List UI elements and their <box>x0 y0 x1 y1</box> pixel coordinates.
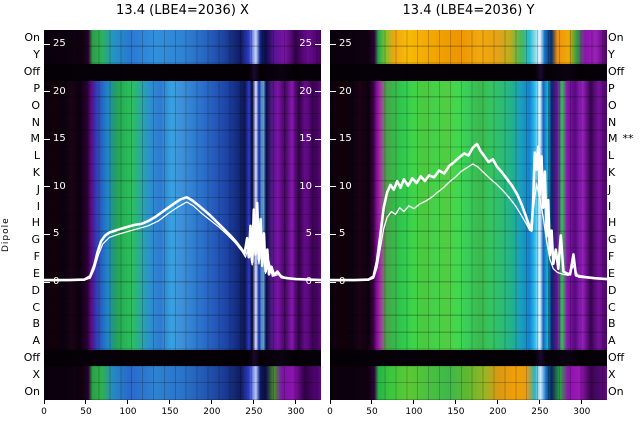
row-label-left-j-9: J <box>36 182 40 196</box>
row-label-right-e-14: E <box>608 266 615 280</box>
row-label-right-i-10: I <box>608 199 612 213</box>
row-label-left-e-14: E <box>33 266 40 280</box>
row-label-left-o-4: O <box>31 98 40 112</box>
white-trace <box>44 201 321 282</box>
row-label-left-off-19: Off <box>23 350 40 364</box>
heatmap-band-off-top <box>44 63 321 81</box>
row-label-left-h-11: H <box>31 216 40 230</box>
row-label-left-on-0: On <box>24 31 40 45</box>
row-label-right-n-5: N <box>608 115 617 129</box>
white-trace-overlay <box>44 196 321 282</box>
heatmap-band-bottom <box>44 366 321 400</box>
x-tick-label: 200 <box>203 407 221 417</box>
row-label-left-b-17: B <box>32 317 40 331</box>
row-label-right-f-13: F <box>608 250 615 264</box>
row-label-right-p-3: P <box>608 81 615 95</box>
right-plot-title: 13.4 (LBE4=2036) Y <box>402 3 535 18</box>
x-tick-mark <box>497 400 499 404</box>
row-label-right-l-7: L <box>608 149 615 163</box>
x-tick-mark <box>127 400 129 404</box>
heatmap-band-main <box>330 80 607 350</box>
x-tick-label: 50 <box>366 407 378 417</box>
row-label-left-g-12: G <box>31 233 40 247</box>
row-label-right-a-18: A <box>608 334 616 348</box>
row-label-left-off-2: Off <box>23 65 40 79</box>
heatmap-band-bottom <box>330 366 607 400</box>
row-label-right-on-21: On <box>608 384 624 398</box>
x-axis-left-panel: 0 50 100 150 200 250 300 <box>41 400 321 424</box>
x-tick-label: 150 <box>447 407 465 417</box>
row-label-right-m-6: M ** <box>608 132 634 146</box>
x-axis-right-panel: 0 50 100 150 200 250 300 <box>327 400 607 424</box>
row-label-left-y-1: Y <box>33 48 40 62</box>
row-label-left-n-5: N <box>31 115 40 129</box>
white-trace-overlay <box>330 142 607 282</box>
row-label-left-f-13: F <box>33 250 40 264</box>
row-label-left-k-8: K <box>32 165 40 179</box>
x-tick-label: 250 <box>531 407 549 417</box>
row-label-right-d-15: D <box>608 283 617 297</box>
row-label-right-x-20: X <box>608 367 616 381</box>
heatmap-band-off-bottom <box>330 349 607 367</box>
row-label-right-off-2: Off <box>608 65 625 79</box>
row-label-right-y-1: Y <box>608 48 615 62</box>
heatmap-panel-y: 25 20 15 10 5 0 <box>330 30 607 400</box>
x-tick-label: 50 <box>80 407 92 417</box>
x-tick-label: 250 <box>245 407 263 417</box>
x-tick-label: 150 <box>161 407 179 417</box>
row-label-right-on-0: On <box>608 31 624 45</box>
row-label-right-o-4: O <box>608 98 617 112</box>
row-labels-left: On Y Off P O N M L K J I H G F E D C B A Off X On <box>8 0 40 440</box>
white-trace <box>330 163 607 282</box>
x-tick-label: 100 <box>119 407 137 417</box>
row-label-right-g-12: G <box>608 233 617 247</box>
x-tick-label: 0 <box>327 407 333 417</box>
row-label-right-b-17: B <box>608 317 616 331</box>
row-label-right-j-9: J <box>608 182 612 196</box>
row-label-left-l-7: L <box>33 149 40 163</box>
x-tick-mark <box>539 400 541 404</box>
row-labels-right: On Y Off P O N M ** L K J I H G F E D C B A Off X On <box>608 0 640 440</box>
heatmap-band-off-top <box>330 63 607 81</box>
row-label-left-a-18: A <box>32 334 40 348</box>
row-label-left-c-16: C <box>32 300 40 314</box>
heatmap-band-main <box>44 80 321 350</box>
row-label-left-d-15: D <box>31 283 40 297</box>
row-label-left-on-21: On <box>24 384 40 398</box>
heatmap-band-top <box>330 30 607 64</box>
x-tick-mark <box>413 400 415 404</box>
x-tick-label: 300 <box>573 407 591 417</box>
x-tick-mark <box>455 400 457 404</box>
row-label-left-p-3: P <box>33 81 40 95</box>
row-label-right-h-11: H <box>608 216 617 230</box>
x-tick-label: 300 <box>287 407 305 417</box>
row-label-right-c-16: C <box>608 300 616 314</box>
left-plot-title: 13.4 (LBE4=2036) X <box>116 3 249 18</box>
row-label-right-k-8: K <box>608 165 616 179</box>
x-tick-mark <box>43 400 45 404</box>
row-label-right-off-19: Off <box>608 350 625 364</box>
row-label-left-i-10: I <box>36 199 40 213</box>
x-tick-mark <box>85 400 87 404</box>
x-tick-mark <box>169 400 171 404</box>
x-tick-mark <box>371 400 373 404</box>
x-tick-mark <box>211 400 213 404</box>
x-tick-mark <box>329 400 331 404</box>
heatmap-panel-x: 25 20 15 10 5 0 25 20 15 10 5 0 <box>44 30 321 400</box>
x-tick-mark <box>295 400 297 404</box>
x-tick-label: 100 <box>405 407 423 417</box>
heatmap-band-top <box>44 30 321 64</box>
row-label-left-m-6: M <box>30 132 41 146</box>
x-tick-label: 0 <box>41 407 47 417</box>
white-trace <box>44 196 321 282</box>
row-label-left-x-20: X <box>32 367 40 381</box>
x-tick-label: 200 <box>489 407 507 417</box>
white-trace <box>330 142 607 282</box>
x-tick-mark <box>253 400 255 404</box>
x-tick-mark <box>581 400 583 404</box>
m-row-annotation: ** <box>622 132 634 146</box>
heatmap-band-off-bottom <box>44 349 321 367</box>
